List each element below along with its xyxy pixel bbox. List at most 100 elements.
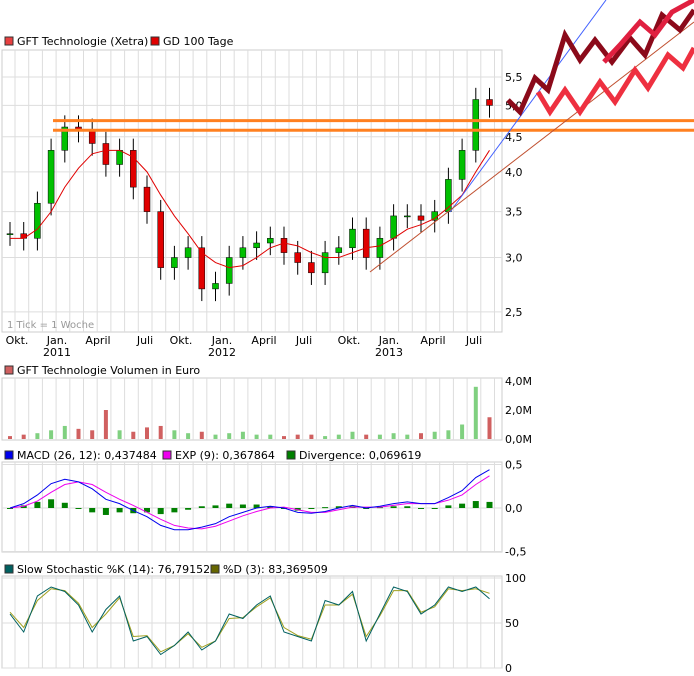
projection-upper bbox=[602, 0, 694, 64]
divergence-bar bbox=[34, 501, 41, 508]
x-tick-year: 2011 bbox=[43, 346, 71, 359]
x-tick-label: April bbox=[420, 334, 445, 347]
legend-volume-label: GFT Technologie Volumen in Euro bbox=[17, 364, 200, 377]
y-tick-label: 5,5 bbox=[505, 71, 523, 84]
volume-bar bbox=[391, 433, 396, 439]
y-tick-label: 4,5 bbox=[505, 131, 523, 144]
divergence-bar bbox=[61, 502, 68, 508]
trendline-blue bbox=[449, 0, 607, 213]
volume-bar bbox=[268, 434, 273, 439]
volume-bar bbox=[158, 425, 163, 439]
volume-bar bbox=[199, 431, 204, 439]
legend-macd-label: MACD (26, 12): 0,437484 bbox=[17, 449, 157, 462]
divergence-bar bbox=[459, 503, 466, 508]
x-tick-label: Juli bbox=[295, 334, 312, 347]
volume-bar bbox=[405, 434, 410, 439]
divergence-bar bbox=[418, 508, 424, 509]
volume-bar bbox=[473, 386, 478, 439]
candle bbox=[308, 262, 315, 274]
legend-gd-label: GD 100 Tage bbox=[163, 35, 234, 48]
legend-gd: GD 100 Tage bbox=[150, 35, 234, 48]
divergence-bar bbox=[390, 506, 397, 508]
volume-bar bbox=[419, 433, 423, 439]
volume-bar bbox=[76, 428, 81, 439]
y-tick-label: 0 bbox=[505, 662, 512, 675]
legend-exp: EXP (9): 0,367864 bbox=[162, 449, 275, 462]
legend-price: GFT Technologie (Xetra) bbox=[4, 35, 148, 48]
candle bbox=[102, 143, 110, 165]
candle bbox=[47, 150, 55, 204]
legend-d-label: %D (3): 83,369509 bbox=[223, 563, 328, 576]
volume-bar bbox=[49, 430, 54, 439]
candle bbox=[88, 129, 96, 144]
candle bbox=[267, 238, 274, 244]
legend-div: Divergence: 0,069619 bbox=[286, 449, 421, 462]
divergence-bar bbox=[226, 503, 233, 508]
x-tick-year: 2012 bbox=[208, 346, 236, 359]
candle bbox=[157, 211, 164, 268]
candle bbox=[253, 242, 260, 249]
divergence-bar bbox=[212, 505, 219, 508]
divergence-bar bbox=[116, 508, 123, 513]
candle bbox=[171, 257, 178, 268]
candle bbox=[6, 233, 14, 235]
divergence-bar bbox=[144, 508, 150, 513]
y-tick-label: 3,0 bbox=[505, 252, 523, 265]
x-tick-label: April bbox=[251, 334, 276, 347]
legend-k: Slow Stochastic %K (14): 76,791526 bbox=[4, 563, 217, 576]
divergence-bar bbox=[102, 508, 109, 515]
candle bbox=[34, 202, 41, 239]
candle bbox=[376, 238, 384, 258]
x-tick-label: Jan. bbox=[211, 334, 232, 347]
candle bbox=[417, 215, 425, 221]
volume-bar bbox=[377, 434, 382, 439]
volume-bar bbox=[90, 430, 95, 439]
x-tick-year: 2013 bbox=[375, 346, 403, 359]
volume-bar bbox=[21, 434, 26, 439]
legend-d: %D (3): 83,369509 bbox=[210, 563, 328, 576]
volume-bar bbox=[460, 424, 465, 439]
candle bbox=[458, 150, 466, 180]
x-tick-label: Okt. bbox=[338, 334, 361, 347]
divergence-bar bbox=[486, 501, 493, 508]
y-tick-label: -0,5 bbox=[505, 546, 526, 559]
volume-bar bbox=[487, 417, 492, 439]
candle bbox=[116, 150, 123, 165]
candle bbox=[280, 238, 288, 253]
volume-bar bbox=[282, 436, 286, 439]
divergence-bar bbox=[308, 508, 315, 509]
legend-price-label: GFT Technologie (Xetra) bbox=[17, 35, 148, 48]
x-tick-label: Juli bbox=[136, 334, 153, 347]
projection-light bbox=[535, 46, 694, 117]
volume-bar bbox=[145, 427, 149, 439]
divergence-bar bbox=[7, 508, 13, 509]
x-tick-label: Jan. bbox=[46, 334, 67, 347]
volume-bar bbox=[295, 434, 300, 439]
macd-line bbox=[9, 469, 490, 531]
volume-bar bbox=[240, 431, 245, 439]
panel-frame bbox=[1, 49, 503, 333]
volume-bar bbox=[323, 436, 328, 439]
candle bbox=[335, 247, 343, 253]
volume-bar bbox=[131, 431, 136, 439]
legend-exp-label: EXP (9): 0,367864 bbox=[175, 449, 275, 462]
gd100-line bbox=[10, 149, 490, 269]
divergence-bar bbox=[75, 508, 82, 509]
volume-bar bbox=[309, 434, 314, 439]
candle bbox=[349, 228, 356, 249]
y-tick-label: 0,0 bbox=[505, 502, 523, 515]
candle bbox=[130, 150, 137, 188]
volume-bar bbox=[350, 431, 355, 439]
exp-line bbox=[9, 475, 490, 530]
candle bbox=[20, 233, 27, 239]
x-tick-label: Juli bbox=[465, 334, 482, 347]
candle bbox=[390, 215, 397, 239]
candle bbox=[198, 247, 206, 290]
divergence-bar bbox=[89, 508, 96, 513]
legend-k-label: Slow Stochastic %K (14): 76,791526 bbox=[17, 563, 217, 576]
divergence-bar bbox=[253, 504, 260, 508]
candle bbox=[61, 126, 69, 151]
divergence-bar bbox=[157, 508, 164, 515]
y-tick-label: 4,0M bbox=[505, 375, 532, 388]
